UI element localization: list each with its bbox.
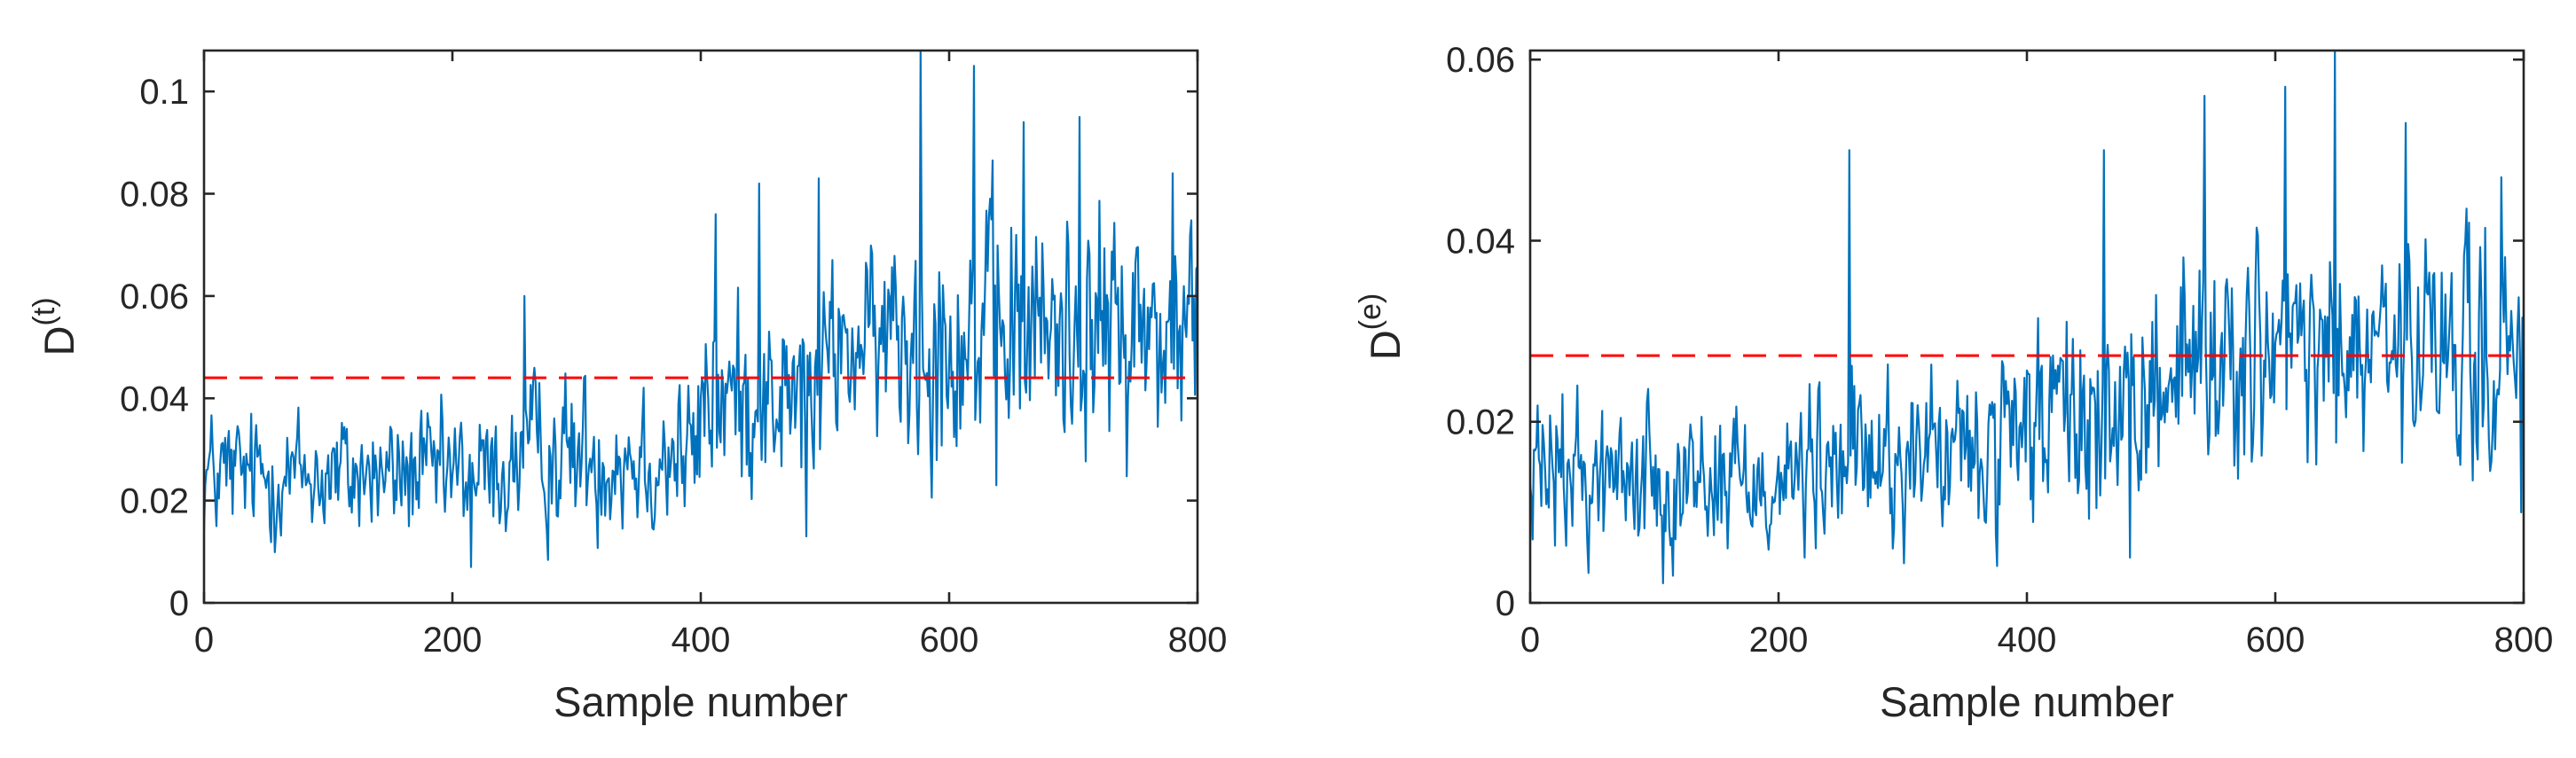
data-series-line xyxy=(1530,51,2524,585)
x-tick-label: 800 xyxy=(1168,621,1228,660)
x-tick-label: 600 xyxy=(2246,621,2305,660)
y-tick-label: 0 xyxy=(169,584,189,623)
y-axis-label-superscript: (e) xyxy=(1354,293,1387,331)
chart-panel-left: 0 200 400 600 800 0 0.02 0.04 0.06 0.08 0.1 Sample … xyxy=(27,49,1228,725)
x-tick-label: 400 xyxy=(1998,621,2057,660)
y-tick-label: 0.04 xyxy=(1446,222,1515,261)
data-series-line xyxy=(204,51,1198,568)
y-axis-label-base: D xyxy=(1362,330,1409,360)
y-tick-label: 0.02 xyxy=(120,482,189,521)
x-tick-label: 0 xyxy=(194,621,214,660)
y-tick-label: 0.04 xyxy=(120,379,189,418)
y-axis-label: D(t) xyxy=(27,297,82,356)
y-tick-label: 0.08 xyxy=(120,176,189,215)
x-tick-label: 400 xyxy=(671,621,731,660)
y-tick-label: 0 xyxy=(1496,584,1515,623)
y-axis-label: D(e) xyxy=(1354,293,1409,361)
x-tick-label: 0 xyxy=(1520,621,1540,660)
x-tick-label: 600 xyxy=(920,621,979,660)
y-axis-label-superscript: (t) xyxy=(27,297,61,325)
y-tick-label: 0.02 xyxy=(1446,403,1515,442)
axes-box xyxy=(202,49,1199,605)
chart-panel-right: 0 200 400 600 800 0 0.02 0.04 0.06 Sample number D… xyxy=(1354,41,2553,725)
x-axis-label: Sample number xyxy=(554,678,848,725)
x-tick-label: 800 xyxy=(2494,621,2554,660)
x-tick-label: 200 xyxy=(423,621,483,660)
x-tick-label: 200 xyxy=(1749,621,1809,660)
y-tick-label: 0.06 xyxy=(1446,41,1515,80)
x-axis-label: Sample number xyxy=(1880,678,2174,725)
y-tick-label: 0.1 xyxy=(139,73,189,112)
y-tick-label: 0.06 xyxy=(120,277,189,316)
y-axis-label-base: D xyxy=(35,326,82,356)
